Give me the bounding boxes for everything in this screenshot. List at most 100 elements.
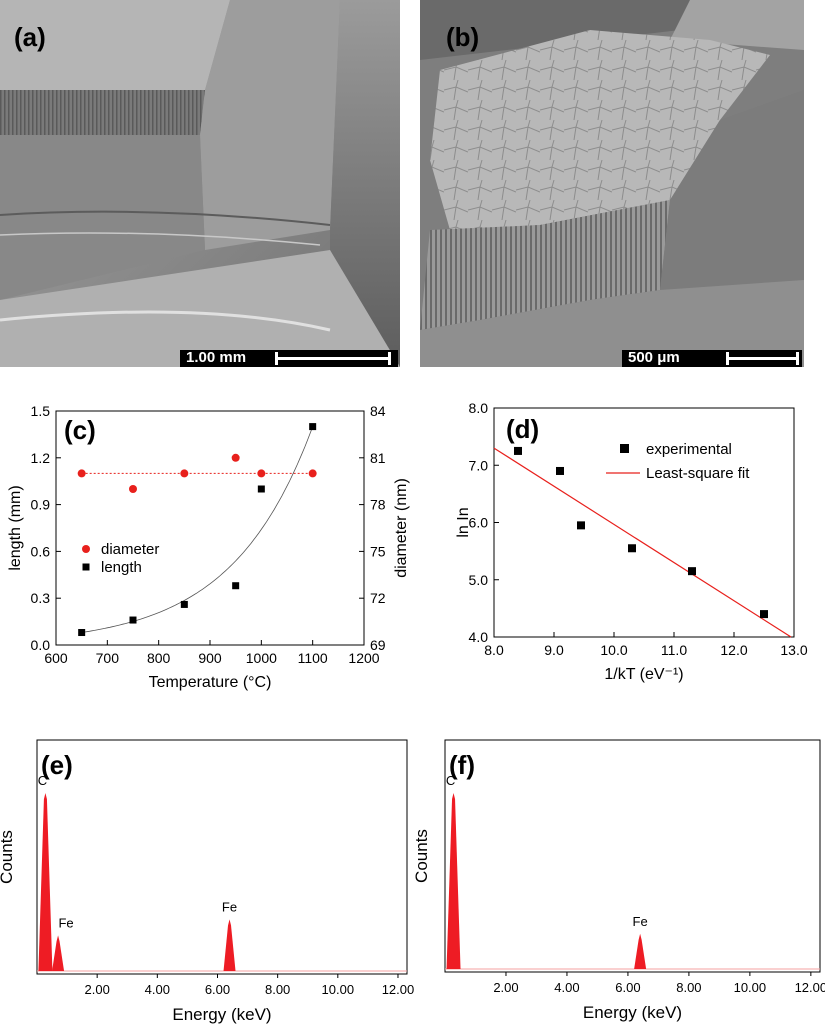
length-point — [129, 616, 137, 624]
x-axis-label: Energy (keV) — [583, 1003, 682, 1022]
spectrum-peak — [38, 793, 53, 971]
scale-bar-b: 500 μm — [622, 349, 802, 367]
spectrum-peak — [446, 793, 461, 969]
scale-bar-a: 1.00 mm — [180, 349, 398, 367]
x-tick-label: 1000 — [246, 650, 277, 666]
y-tick-label: 6.0 — [469, 515, 489, 531]
x-tick-label: 8.00 — [265, 982, 290, 997]
panel-label-d: (d) — [506, 414, 539, 444]
chart-f: 2.00 4.00 6.00 8.00 10.00 12.00 Energy (keV) Co… — [415, 739, 825, 1022]
diameter-point — [129, 485, 137, 493]
scale-text-a: 1.00 mm — [186, 349, 247, 366]
length-point — [232, 582, 240, 590]
spectrum-peak — [634, 933, 647, 969]
y-right-tick-label: 81 — [370, 450, 386, 466]
diameter-point — [308, 469, 317, 478]
experimental-point — [628, 544, 636, 553]
length-point — [180, 600, 188, 608]
scale-line-a — [275, 357, 390, 360]
y-tick-label: 0.6 — [31, 543, 51, 559]
panel-label-b: (b) — [446, 22, 480, 52]
y-tick-label: 7.0 — [469, 457, 489, 473]
micrograph-a-image — [0, 0, 400, 367]
diameter-point — [257, 469, 266, 478]
scale-line-b — [726, 357, 798, 360]
y-tick-label: 4.0 — [469, 629, 489, 645]
spectrum-peak — [52, 935, 65, 971]
peak-label: Fe — [58, 915, 73, 930]
diameter-point — [180, 469, 189, 478]
micrograph-a: (a) 1.00 mm — [0, 0, 400, 367]
x-tick-label: 4.00 — [554, 980, 579, 995]
x-tick-label: 1100 — [298, 650, 328, 666]
x-tick-label: 13.0 — [780, 642, 807, 658]
legend-length-marker — [82, 563, 90, 571]
y-tick-label: 5.0 — [469, 572, 489, 588]
scale-tick-right-a — [388, 352, 391, 365]
x-tick-label: 700 — [96, 650, 120, 666]
y-axis-label: Counts — [0, 830, 16, 884]
experimental-point — [688, 567, 696, 576]
x-tick-label: 2.00 — [85, 982, 110, 997]
peak-label: C — [446, 773, 455, 788]
x-tick-label: 9.0 — [544, 642, 564, 658]
experimental-point — [577, 521, 585, 530]
x-tick-label: 1200 — [348, 650, 379, 666]
legend-diameter-marker — [82, 545, 90, 553]
x-axis-label: Energy (keV) — [172, 1005, 271, 1024]
y-right-tick-label: 69 — [370, 637, 386, 653]
y-tick-label: 0.9 — [31, 497, 51, 513]
x-tick-label: 12.00 — [382, 982, 415, 997]
length-point — [257, 485, 265, 493]
fit-line — [493, 447, 792, 638]
x-tick-label: 10.0 — [600, 642, 627, 658]
x-axis-label: 1/kT (eV⁻¹) — [604, 666, 683, 683]
y-tick-label: 8.0 — [469, 400, 489, 416]
x-tick-label: 10.00 — [322, 982, 355, 997]
y-tick-label: 1.2 — [31, 450, 51, 466]
y-right-tick-label: 75 — [370, 543, 386, 559]
x-tick-label: 2.00 — [493, 980, 518, 995]
x-tick-label: 900 — [198, 650, 222, 666]
length-fit-curve — [81, 426, 314, 633]
x-tick-label: 6.00 — [205, 982, 230, 997]
scale-tick-right-b — [796, 352, 799, 365]
y-right-tick-label: 72 — [370, 590, 386, 606]
y-tick-label: 1.5 — [31, 403, 51, 419]
panel-label-a: (a) — [14, 22, 46, 52]
chart-d: 8.0 9.0 10.0 11.0 12.0 13.0 4.0 5.0 6.0 7.0 8.0 1/k… — [455, 400, 808, 683]
y-tick-label: 0.3 — [31, 590, 51, 606]
y-axis-label: Counts — [415, 829, 431, 883]
y-axis-label: ln In — [455, 507, 472, 537]
legend-length-label: length — [101, 559, 142, 576]
legend-fit-label: Least-square fit — [646, 465, 750, 482]
legend-diameter-label: diameter — [101, 541, 159, 558]
legend-experimental-label: experimental — [646, 441, 732, 458]
panel-label-c: (c) — [64, 415, 96, 445]
peak-label: C — [38, 773, 47, 788]
length-point — [78, 629, 86, 637]
x-tick-label: 11.0 — [661, 642, 687, 658]
scale-tick-left-b — [726, 352, 729, 365]
experimental-point — [556, 466, 564, 475]
y-right-axis-label: diameter (nm) — [393, 478, 410, 578]
chart-c: 600 700 800 900 1000 1100 1200 0.0 0.3 0.6 0.9 1.2 1… — [7, 403, 410, 691]
y-tick-label: 0.0 — [31, 637, 51, 653]
micrograph-b: (b) 500 μm — [420, 0, 804, 367]
spectrum-peak — [223, 919, 236, 971]
x-axis-label: Temperature (°C) — [149, 674, 272, 691]
legend-experimental-marker — [620, 444, 629, 453]
x-tick-label: 800 — [147, 650, 171, 666]
experimental-point — [514, 446, 522, 455]
micrograph-b-image — [420, 0, 804, 367]
x-tick-label: 4.00 — [145, 982, 170, 997]
x-tick-label: 8.00 — [676, 980, 701, 995]
plot-frame — [55, 410, 365, 646]
chart-e: 2.00 4.00 6.00 8.00 10.00 12.00 Energy (keV) Co… — [0, 739, 415, 1024]
scale-tick-left-a — [275, 352, 278, 365]
x-tick-label: 8.0 — [484, 642, 504, 658]
plot-frame — [36, 739, 408, 975]
peak-label: Fe — [633, 914, 648, 929]
experimental-point — [760, 610, 768, 619]
x-tick-label: 6.00 — [615, 980, 640, 995]
